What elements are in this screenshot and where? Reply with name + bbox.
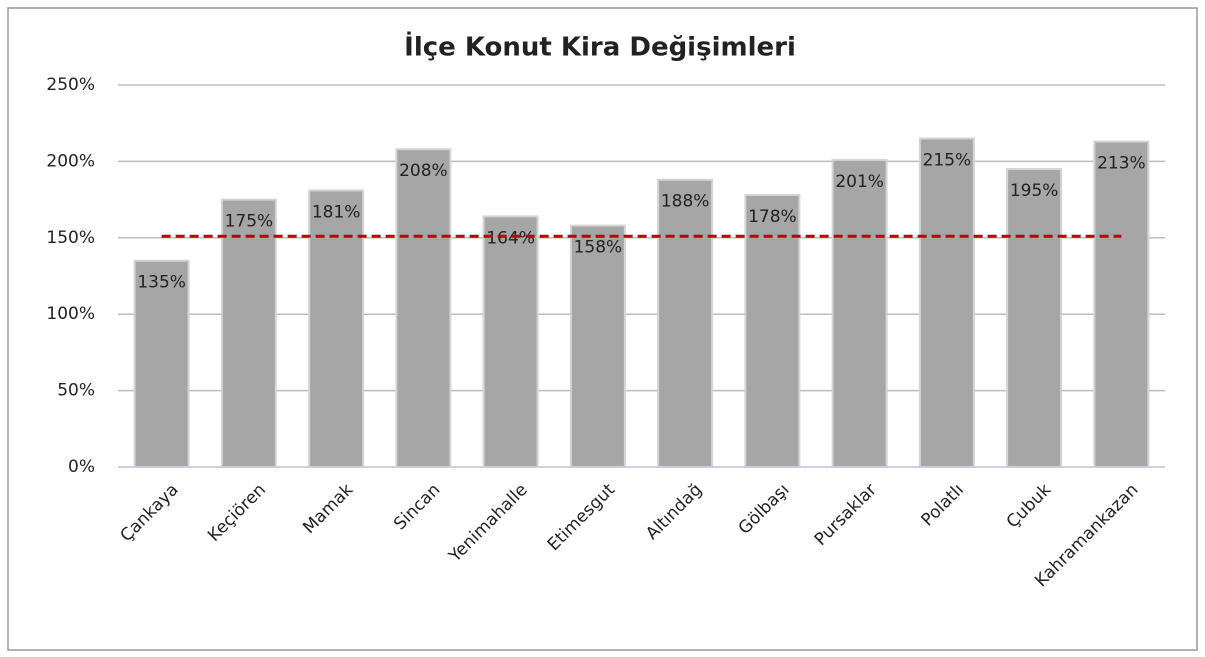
chart-title: İlçe Konut Kira Değişimleri bbox=[404, 31, 796, 63]
y-tick-label: 50% bbox=[57, 381, 95, 401]
data-label: 178% bbox=[748, 207, 797, 227]
y-tick-label: 150% bbox=[46, 228, 95, 248]
bar bbox=[1093, 140, 1150, 468]
data-label: 188% bbox=[661, 192, 710, 212]
data-label: 195% bbox=[1010, 181, 1059, 201]
data-label: 208% bbox=[399, 161, 448, 181]
bar bbox=[744, 194, 801, 469]
data-label: 135% bbox=[137, 273, 186, 293]
data-label: 158% bbox=[574, 238, 623, 258]
bar bbox=[395, 148, 452, 468]
y-tick-label: 200% bbox=[46, 151, 95, 171]
y-tick-label: 100% bbox=[46, 304, 95, 324]
data-label: 213% bbox=[1097, 154, 1146, 174]
bar bbox=[1006, 168, 1063, 468]
data-label: 164% bbox=[486, 228, 535, 248]
bar bbox=[918, 137, 975, 468]
bar bbox=[657, 178, 714, 468]
data-label: 215% bbox=[923, 150, 972, 170]
data-label: 175% bbox=[225, 212, 274, 232]
bar bbox=[308, 189, 365, 468]
bar bbox=[569, 224, 626, 468]
data-label: 181% bbox=[312, 202, 361, 222]
bar bbox=[831, 158, 888, 468]
bar bbox=[482, 215, 539, 468]
y-tick-label: 0% bbox=[68, 457, 95, 477]
bar bbox=[220, 198, 277, 468]
data-label: 201% bbox=[835, 172, 884, 192]
bar bbox=[133, 259, 190, 468]
y-tick-label: 250% bbox=[46, 75, 95, 95]
